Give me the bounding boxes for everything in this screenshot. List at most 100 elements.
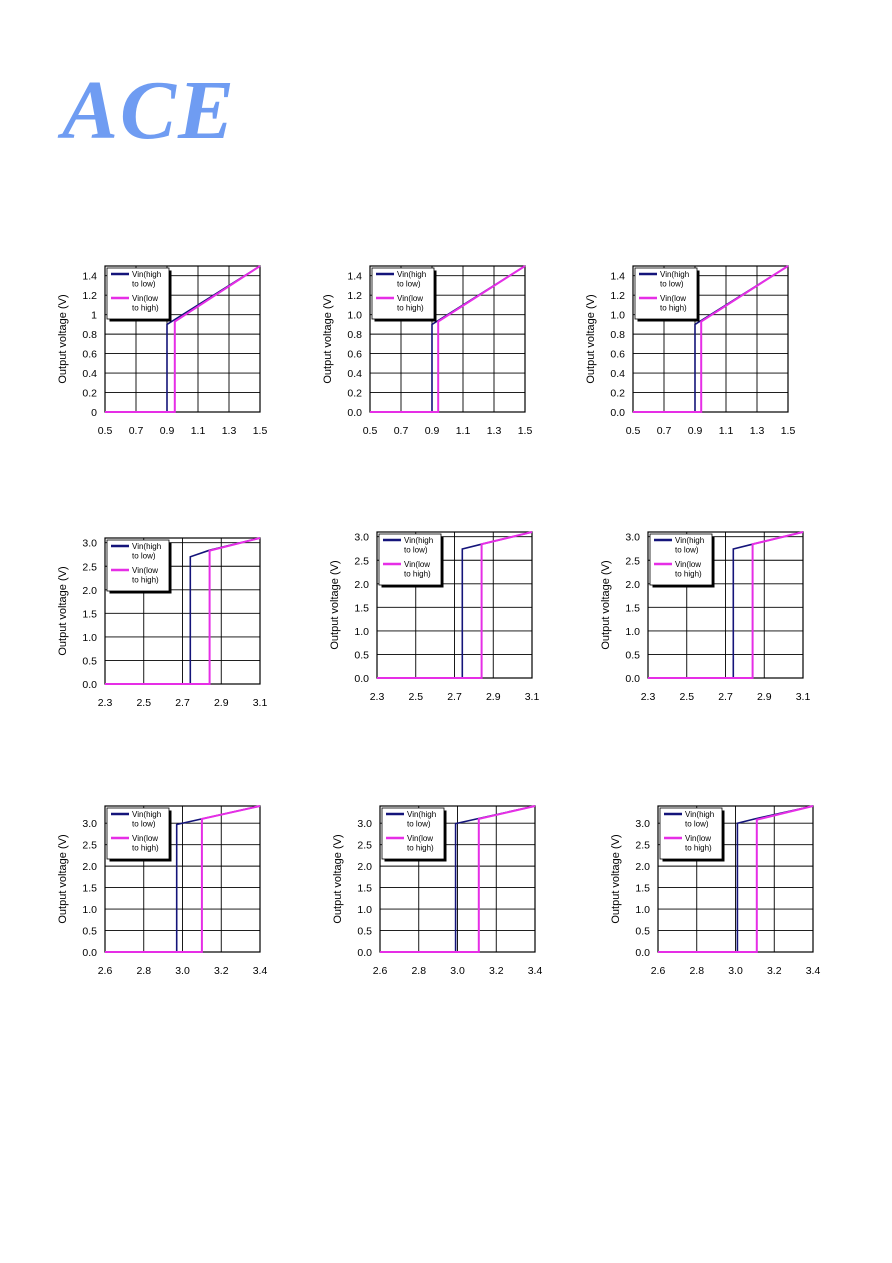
- x-tick-label: 2.8: [136, 965, 151, 977]
- y-tick-label: 1.5: [82, 608, 97, 620]
- x-tick-label: 3.1: [796, 691, 811, 703]
- chart-3: 0.5 0.7 0.9 1.1 1.3 1.5 0.0 0.2 0.4 0.6 0.8 1.0 1.2 1…: [578, 258, 808, 448]
- y-axis-label: Output voltage (V): [600, 560, 612, 649]
- legend-label: to low): [397, 280, 421, 289]
- y-tick-label: 0.8: [610, 329, 625, 341]
- y-axis-label: Output voltage (V): [57, 834, 69, 923]
- y-tick-label: 2.5: [354, 555, 369, 567]
- chart-6: 2.3 2.5 2.7 2.9 3.1 0.0 0.5 1.0 1.5 2.0 2.5 3.0 Outp…: [593, 524, 823, 714]
- x-tick-label: 2.6: [651, 965, 666, 977]
- chart-svg: 2.3 2.5 2.7 2.9 3.1 0.0 0.5 1.0 1.5 2.0 2.5 3.0 Outp…: [329, 531, 539, 703]
- y-tick-label: 1.5: [354, 602, 369, 614]
- x-tick-label: 0.7: [129, 425, 144, 437]
- y-tick-label: 1.2: [82, 290, 97, 302]
- x-tick-label: 1.5: [253, 425, 268, 437]
- legend-label: to high): [660, 304, 687, 313]
- legend-label: Vin(low: [132, 294, 158, 303]
- y-tick-label: 2.5: [357, 840, 372, 852]
- y-tick-label: 0.5: [357, 926, 372, 938]
- y-tick-label: 0.2: [610, 388, 625, 400]
- x-tick-label: 0.7: [657, 425, 672, 437]
- legend-box: [378, 533, 442, 586]
- y-tick-label: 2.0: [625, 579, 640, 591]
- chart-svg: 2.6 2.8 3.0 3.2 3.4 0.0 0.5 1.0 1.5 2.0 2.5 3.0 Outp…: [332, 805, 543, 977]
- y-axis-label: Output voltage (V): [585, 294, 597, 383]
- x-tick-label: 1.1: [719, 425, 734, 437]
- legend-label: Vin(high: [132, 542, 161, 551]
- chart-9: 2.6 2.8 3.0 3.2 3.4 0.0 0.5 1.0 1.5 2.0 2.5 3.0 Outp…: [603, 798, 833, 988]
- legend-label: Vin(low: [660, 294, 686, 303]
- y-axis-label: Output voltage (V): [332, 834, 344, 923]
- x-tick-label: 0.9: [160, 425, 175, 437]
- legend-label: to low): [685, 820, 709, 829]
- legend-label: Vin(low: [685, 834, 711, 843]
- legend-label: to high): [685, 844, 712, 853]
- x-tick-label: 1.5: [518, 425, 533, 437]
- x-tick-label: 1.3: [222, 425, 237, 437]
- legend-label: Vin(low: [404, 560, 430, 569]
- x-tick-label: 2.5: [408, 691, 423, 703]
- legend-label: Vin(high: [685, 810, 714, 819]
- y-tick-label: 0: [91, 407, 97, 419]
- legend-label: Vin(low: [397, 294, 423, 303]
- y-tick-label: 2.5: [635, 840, 650, 852]
- chart-5: 2.3 2.5 2.7 2.9 3.1 0.0 0.5 1.0 1.5 2.0 2.5 3.0 Outp…: [322, 524, 552, 714]
- y-tick-label: 0.4: [347, 368, 362, 380]
- legend-label: to high): [132, 304, 159, 313]
- legend-label: Vin(high: [132, 270, 161, 279]
- series-low-to-high-line: [105, 805, 261, 953]
- chart-2: 0.5 0.7 0.9 1.1 1.3 1.5 0.0 0.2 0.4 0.6 0.8 1.0 1.2 1…: [315, 258, 545, 448]
- y-tick-label: 0.0: [82, 947, 97, 959]
- legend-label: to high): [675, 570, 702, 579]
- x-tick-label: 2.9: [757, 691, 772, 703]
- y-tick-label: 2.0: [357, 861, 372, 873]
- y-tick-label: 0.0: [82, 679, 97, 691]
- legend-box: [106, 267, 170, 320]
- series-low-to-high-line: [370, 265, 526, 413]
- y-tick-label: 1.5: [625, 602, 640, 614]
- legend-label: to low): [132, 280, 156, 289]
- y-tick-label: 0.0: [625, 673, 640, 685]
- x-tick-label: 2.5: [136, 697, 151, 709]
- x-tick-label: 2.7: [718, 691, 733, 703]
- x-tick-label: 3.2: [767, 965, 782, 977]
- series-low-to-high-line: [658, 805, 814, 953]
- chart-svg: 2.6 2.8 3.0 3.2 3.4 0.0 0.5 1.0 1.5 2.0 2.5 3.0 Outp…: [610, 805, 820, 977]
- y-tick-label: 0.6: [347, 349, 362, 361]
- chart-4: 2.3 2.5 2.7 2.9 3.1 0.0 0.5 1.0 1.5 2.0 2.5 3.0 Outp…: [50, 530, 280, 720]
- legend-label: to low): [675, 546, 699, 555]
- x-tick-label: 0.9: [688, 425, 703, 437]
- y-tick-label: 0.0: [354, 673, 369, 685]
- y-tick-label: 2.0: [635, 861, 650, 873]
- y-tick-label: 2.0: [82, 861, 97, 873]
- x-tick-label: 3.2: [214, 965, 229, 977]
- legend-box: [106, 807, 170, 860]
- legend-label: Vin(high: [132, 810, 161, 819]
- y-tick-label: 0.5: [635, 926, 650, 938]
- legend-box: [381, 807, 445, 860]
- legend-label: to high): [407, 844, 434, 853]
- y-tick-label: 3.0: [354, 532, 369, 544]
- x-tick-label: 0.5: [98, 425, 113, 437]
- x-tick-label: 3.4: [528, 965, 543, 977]
- y-tick-label: 0.0: [347, 407, 362, 419]
- y-axis-label: Output voltage (V): [610, 834, 622, 923]
- x-tick-label: 3.0: [450, 965, 465, 977]
- x-tick-label: 2.9: [486, 691, 501, 703]
- series-low-to-high-line: [633, 265, 789, 413]
- x-tick-label: 2.6: [98, 965, 113, 977]
- series-low-to-high-line: [648, 531, 804, 679]
- y-tick-label: 1.0: [610, 310, 625, 322]
- series-low-to-high-line: [105, 537, 261, 685]
- x-tick-label: 2.3: [641, 691, 656, 703]
- y-tick-label: 3.0: [82, 538, 97, 550]
- legend-label: to low): [132, 552, 156, 561]
- series-low-to-high-line: [377, 531, 533, 679]
- chart-8: 2.6 2.8 3.0 3.2 3.4 0.0 0.5 1.0 1.5 2.0 2.5 3.0 Outp…: [325, 798, 555, 988]
- x-tick-label: 0.9: [425, 425, 440, 437]
- legend-label: Vin(high: [675, 536, 704, 545]
- y-tick-label: 0.5: [82, 655, 97, 667]
- y-tick-label: 1.2: [347, 290, 362, 302]
- x-tick-label: 1.5: [781, 425, 796, 437]
- legend-label: to low): [660, 280, 684, 289]
